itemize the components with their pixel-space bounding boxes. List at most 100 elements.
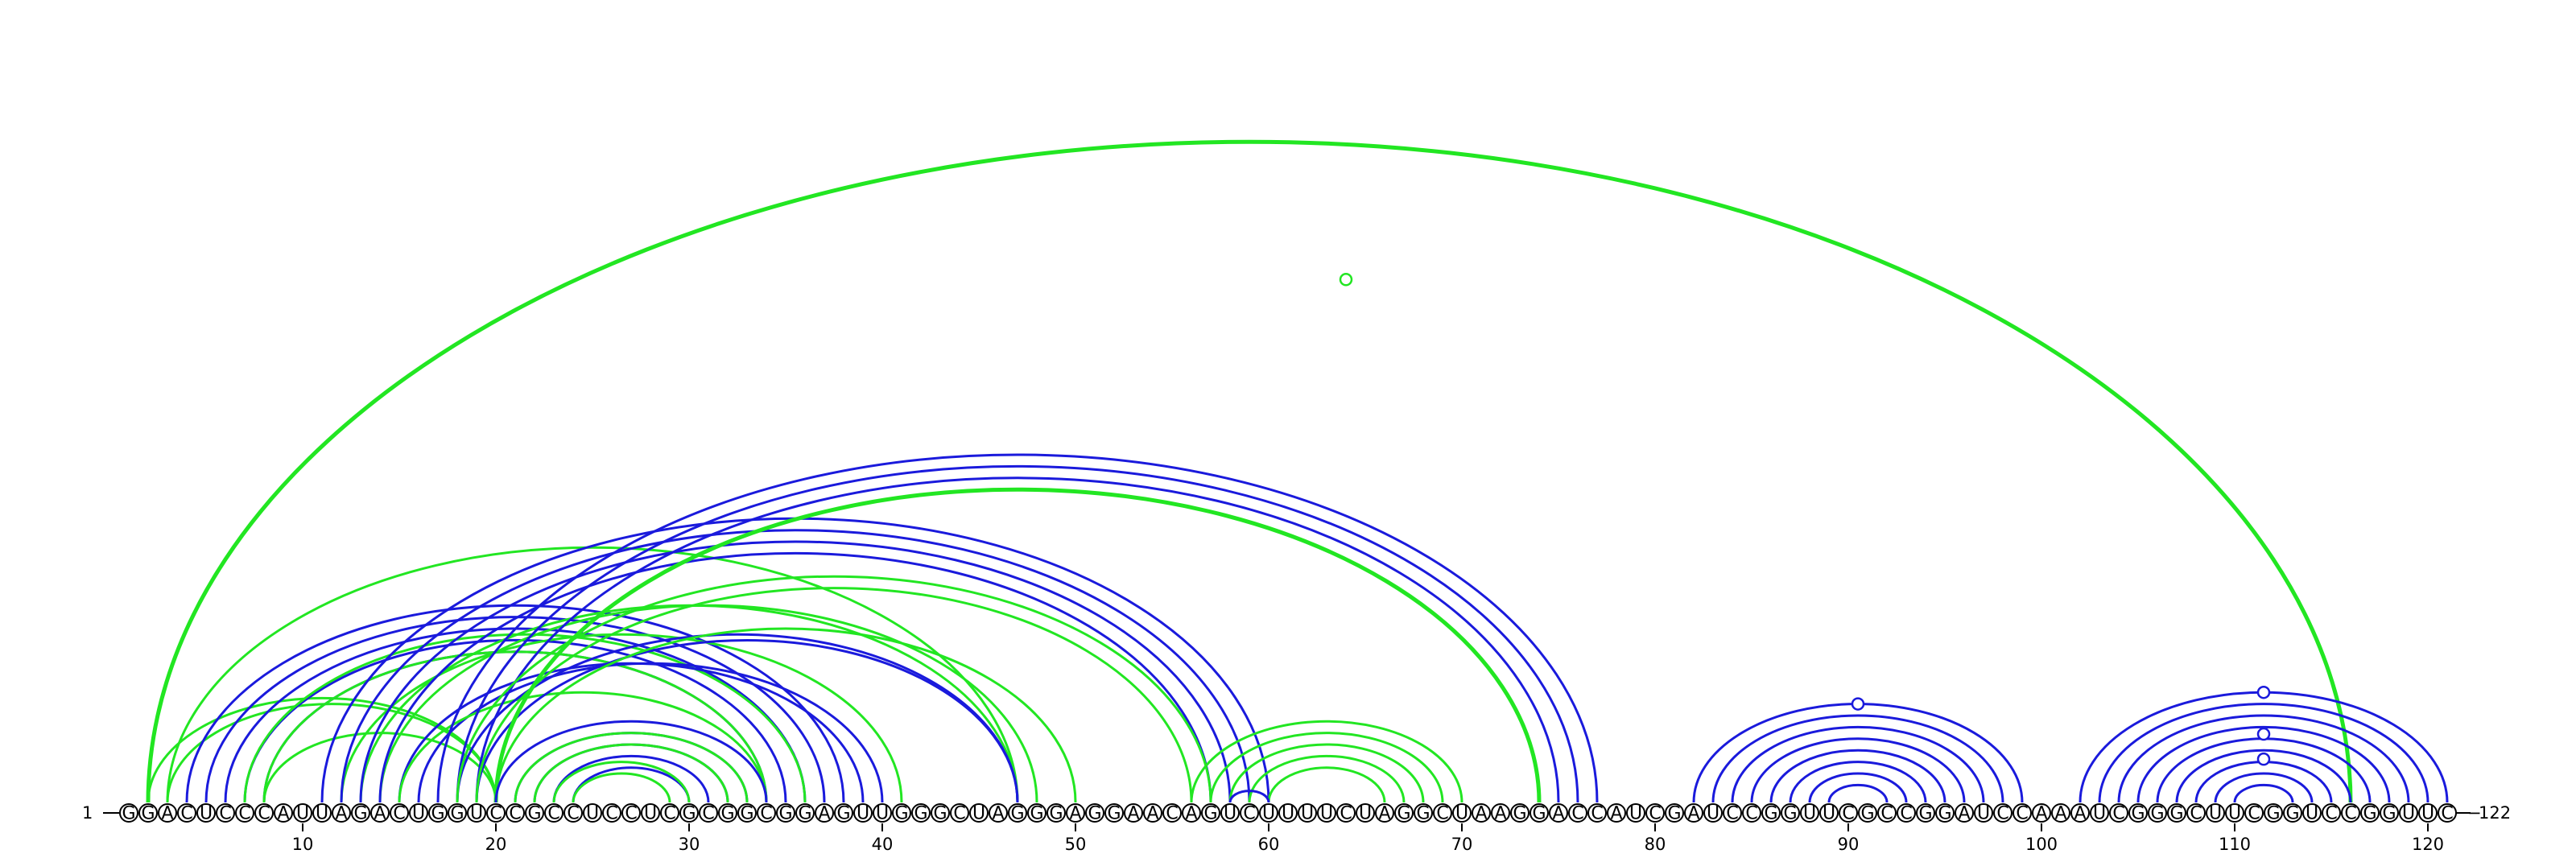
pair-arc bbox=[166, 703, 497, 803]
nucleotide: C bbox=[2322, 803, 2341, 824]
nucleotide-letter: U bbox=[1224, 804, 1236, 824]
nucleotide: C bbox=[1162, 803, 1182, 824]
nucleotide: C bbox=[564, 803, 583, 824]
nucleotide: G bbox=[138, 803, 158, 824]
nucleotide-letter: C bbox=[760, 804, 772, 824]
pair-arc bbox=[533, 743, 729, 803]
nucleotide: U bbox=[2225, 803, 2244, 824]
nucleotide-letter: G bbox=[2131, 804, 2145, 824]
nucleotide-letter: C bbox=[1243, 804, 1255, 824]
nucleotide: G bbox=[795, 803, 815, 824]
nucleotide-letter: C bbox=[1996, 804, 2008, 824]
nucleotide: C bbox=[506, 803, 525, 824]
nucleotide: U bbox=[467, 803, 486, 824]
nucleotide: G bbox=[834, 803, 853, 824]
nucleotide-letter: A bbox=[1069, 804, 1081, 824]
nucleotide: G bbox=[931, 803, 950, 824]
nucleotide: G bbox=[2264, 803, 2283, 824]
nucleotide-letter: G bbox=[450, 804, 464, 824]
nucleotide-letter: U bbox=[586, 804, 599, 824]
nucleotide-letter: A bbox=[2074, 804, 2086, 824]
nucleotide: U bbox=[1220, 803, 1240, 824]
nucleotide-letter: G bbox=[720, 804, 734, 824]
nucleotide: C bbox=[2013, 803, 2032, 824]
nucleotide: G bbox=[737, 803, 757, 824]
nucleotide-letter: U bbox=[1823, 804, 1835, 824]
nucleotide-letter: C bbox=[509, 804, 521, 824]
position-tick-label: 60 bbox=[1258, 835, 1280, 854]
nucleotide: A bbox=[1549, 803, 1568, 824]
pair-arc bbox=[1692, 703, 2024, 803]
pair-arc bbox=[2136, 725, 2391, 803]
pair-arc bbox=[1228, 790, 1270, 803]
nucleotide: C bbox=[235, 803, 254, 824]
pair-arc bbox=[1731, 725, 1985, 803]
nucleotide-letter: G bbox=[1783, 804, 1797, 824]
nucleotide: G bbox=[911, 803, 931, 824]
nucleotide: G bbox=[1046, 803, 1066, 824]
pair-arc bbox=[1711, 714, 2004, 803]
nucleotide: A bbox=[1066, 803, 1085, 824]
nucleotide-letter: G bbox=[2150, 804, 2164, 824]
nucleotide: A bbox=[989, 803, 1008, 824]
nucleotide: U bbox=[2418, 803, 2438, 824]
pair-arc bbox=[475, 587, 1193, 803]
nucleotide: G bbox=[1530, 803, 1549, 824]
nucleotide-letter: G bbox=[1667, 804, 1681, 824]
nucleotide-letter: G bbox=[1416, 804, 1430, 824]
pair-arc bbox=[1209, 732, 1444, 803]
nucleotide: G bbox=[1858, 803, 1877, 824]
nucleotide-letter: C bbox=[1842, 804, 1854, 824]
nucleotide: C bbox=[1723, 803, 1742, 824]
nucleotide-letter: C bbox=[2325, 804, 2337, 824]
pair-arc bbox=[243, 633, 807, 803]
nucleotide-letter: G bbox=[122, 804, 135, 824]
nucleotide: G bbox=[679, 803, 699, 824]
nucleotide-letter: C bbox=[2248, 804, 2260, 824]
nucleotide-letter: G bbox=[1049, 804, 1063, 824]
nucleotide-letter: U bbox=[2228, 804, 2241, 824]
nucleotide: U bbox=[312, 803, 332, 824]
nucleotide: A bbox=[2070, 803, 2090, 824]
nucleotide: C bbox=[950, 803, 969, 824]
nucleotide: U bbox=[1819, 803, 1839, 824]
nucleotide-letter: A bbox=[1378, 804, 1390, 824]
pair-arc bbox=[2098, 703, 2429, 803]
position-tick-label: 40 bbox=[872, 835, 894, 854]
end-position-label: 122 bbox=[2479, 803, 2511, 823]
nucleotide: A bbox=[1143, 803, 1162, 824]
nucleotide-letter: U bbox=[412, 804, 425, 824]
nucleotide: G bbox=[1104, 803, 1124, 824]
pair-arc bbox=[1228, 743, 1425, 803]
pair-arc bbox=[1827, 783, 1889, 803]
pair-arc bbox=[340, 529, 1251, 803]
nucleotide: U bbox=[2090, 803, 2109, 824]
nucleotide: G bbox=[2380, 803, 2399, 824]
nucleotide-letter: G bbox=[682, 804, 696, 824]
nucleotide: U bbox=[583, 803, 602, 824]
nucleotide: U bbox=[1974, 803, 1993, 824]
pair-arc bbox=[514, 732, 749, 803]
nucleotide: C bbox=[2109, 803, 2128, 824]
nucleotide: G bbox=[119, 803, 138, 824]
nucleotide: U bbox=[2302, 803, 2322, 824]
pair-arc bbox=[398, 691, 768, 803]
position-tick-label: 100 bbox=[2025, 835, 2058, 854]
pair-arc bbox=[1248, 754, 1406, 803]
nucleotide-letter: G bbox=[914, 804, 927, 824]
pair-arc bbox=[494, 627, 1077, 803]
nucleotide-letter: G bbox=[1030, 804, 1043, 824]
nucleotide-letter: G bbox=[1513, 804, 1526, 824]
nucleotide-letter: A bbox=[161, 804, 173, 824]
nucleotide-letter: C bbox=[2112, 804, 2124, 824]
nucleotide-letter: A bbox=[374, 804, 386, 824]
nucleotide-letter: A bbox=[335, 804, 347, 824]
nucleotide: A bbox=[274, 803, 293, 824]
start-position-label: 1 bbox=[82, 803, 93, 823]
nucleotide-letter: G bbox=[2285, 804, 2299, 824]
nucleotide: U bbox=[1800, 803, 1819, 824]
nucleotide-letter: U bbox=[972, 804, 985, 824]
nucleotide: U bbox=[873, 803, 892, 824]
position-tick-label: 20 bbox=[485, 835, 507, 854]
